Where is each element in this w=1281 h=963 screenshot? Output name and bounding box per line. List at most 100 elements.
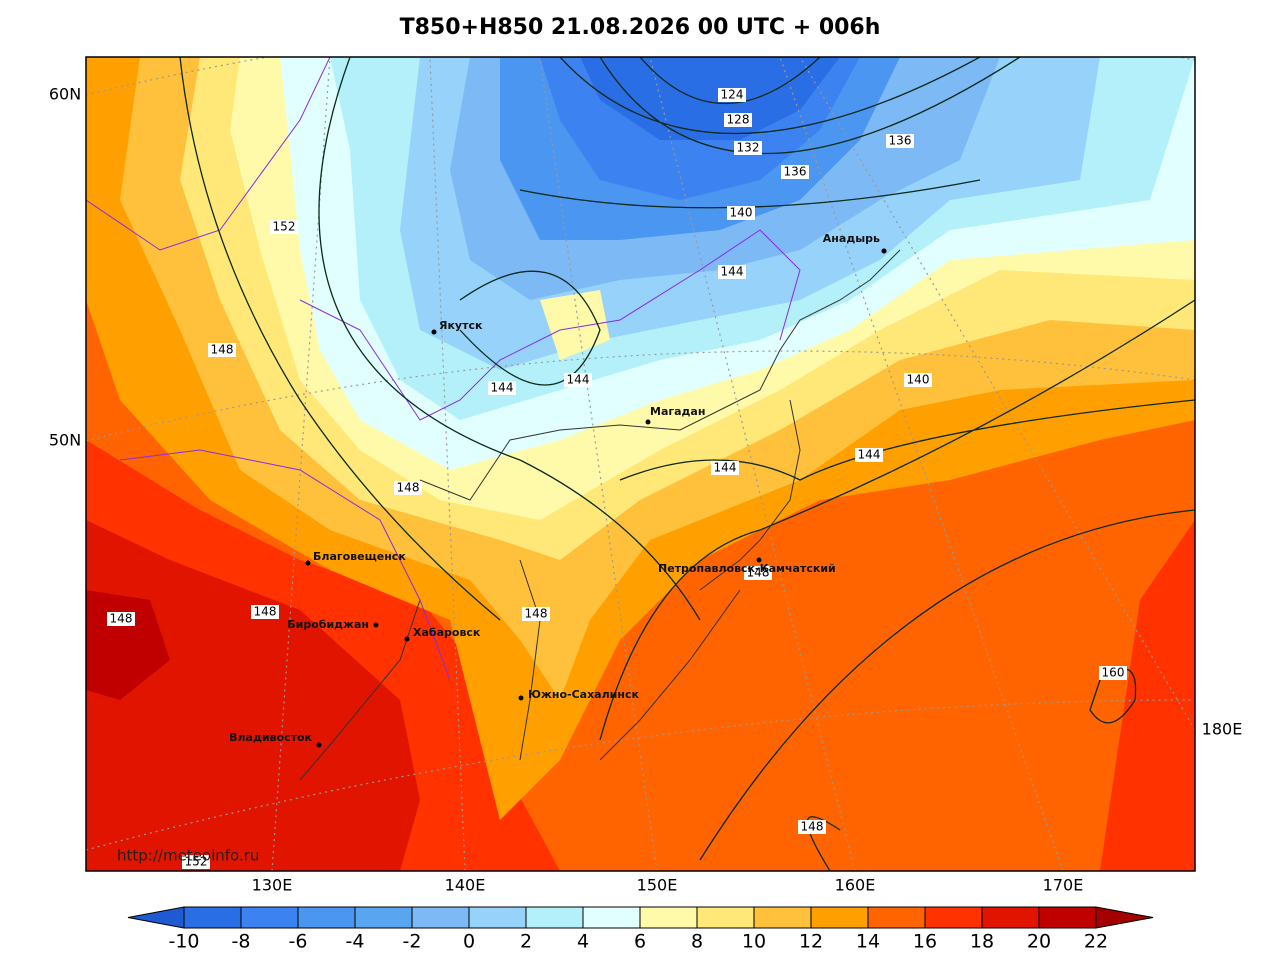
city-name: Благовещенск: [313, 550, 406, 563]
contour-label: 128: [727, 113, 750, 127]
city-name: Южно-Сахалинск: [528, 688, 639, 701]
lon-label: 170E: [1043, 876, 1084, 895]
contour-label-box: [744, 566, 772, 580]
city-name: Владивосток: [229, 731, 312, 744]
contour-label: 136: [889, 134, 912, 148]
city-dot: [431, 329, 437, 335]
colorbar-segment: [924, 906, 983, 929]
city-name: Петропавловск-Камчатский: [658, 562, 836, 575]
contour-label-box: [564, 373, 592, 387]
contour-label: 144: [714, 461, 737, 475]
contour-label: 124: [721, 88, 744, 102]
contour-label: 140: [907, 373, 930, 387]
colorbar-segment: [639, 906, 698, 929]
contour-label: 148: [110, 612, 133, 626]
contour-label-box: [718, 88, 746, 102]
contour-label-box: [522, 607, 550, 621]
contour-label-box: [488, 381, 516, 395]
contour-label: 144: [721, 265, 744, 279]
contour-label-box: [251, 605, 279, 619]
contour-label: 148: [397, 481, 420, 495]
colorbar-segment: [867, 906, 926, 929]
colorbar-segment: [753, 906, 812, 929]
colorbar-segment: [240, 906, 299, 929]
colorbar-segment: [810, 906, 869, 929]
contour-label: 152: [273, 220, 296, 234]
contour-label: 160: [1102, 666, 1125, 680]
lon-label: 150E: [637, 876, 678, 895]
contour-label-box: [208, 343, 236, 357]
colorbar-tick-label: 8: [691, 931, 703, 953]
city-name: Магадан: [650, 405, 705, 418]
colorbar-segment: [525, 906, 584, 929]
colorbar-segment: [411, 906, 470, 929]
colorbar-tick-label: 10: [742, 931, 766, 953]
contour-label-box: [781, 165, 809, 179]
colorbar-tick-label: 12: [799, 931, 823, 953]
contour-label-box: [711, 461, 739, 475]
colorbar-tick-label: 0: [463, 931, 475, 953]
lat-label: 50N: [49, 431, 81, 450]
map-frame: [85, 56, 1196, 872]
city-dot: [518, 695, 524, 701]
contour-label-box: [886, 134, 914, 148]
contour-label-box: [270, 220, 298, 234]
contour-label-box: [1099, 666, 1127, 680]
colorbar-tick-label: -8: [232, 931, 251, 953]
contour-label: 136: [784, 165, 807, 179]
contour-label: 148: [747, 566, 770, 580]
colorbar-segment: [981, 906, 1040, 929]
colorbar-segment: [354, 906, 413, 929]
contour-label-box: [182, 855, 210, 869]
colorbar-segment: [696, 906, 755, 929]
contour-label-box: [727, 206, 755, 220]
colorbar-triangle: [127, 906, 185, 929]
colorbar-tick-label: 6: [634, 931, 646, 953]
lon-label: 140E: [445, 876, 486, 895]
city-dot: [756, 557, 762, 563]
colorbar-tick-label: 14: [856, 931, 880, 953]
colorbar-segment: [582, 906, 641, 929]
city-dot: [373, 622, 379, 628]
contour-label: 152: [185, 855, 208, 869]
contour-label-box: [394, 481, 422, 495]
contour-label-box: [734, 141, 762, 155]
contour-label-box: [724, 113, 752, 127]
city-name: Анадырь: [823, 232, 880, 245]
contour-label: 148: [525, 607, 548, 621]
colorbar-tick-label: -10: [168, 931, 199, 953]
city-dot: [316, 742, 322, 748]
colorbar-tick-label: 22: [1084, 931, 1108, 953]
city-name: Хабаровск: [413, 626, 481, 639]
colorbar-tick-label: 2: [520, 931, 532, 953]
contour-label-box: [855, 448, 883, 462]
colorbar-segment: [183, 906, 242, 929]
contour-label-box: [904, 373, 932, 387]
city-dot: [881, 248, 887, 254]
contour-label: 148: [801, 820, 824, 834]
title: T850+H850 21.08.2026 00 UTC + 006h: [400, 15, 881, 40]
contour-label: 132: [737, 141, 760, 155]
contour-label-box: [798, 820, 826, 834]
lon-label: 130E: [252, 876, 293, 895]
contour-label-box: [107, 612, 135, 626]
colorbar-tick-label: -6: [289, 931, 308, 953]
city-dot: [404, 636, 410, 642]
contour-label: 144: [491, 381, 514, 395]
lon-label: 180E: [1202, 720, 1243, 739]
colorbar-tick-label: -2: [403, 931, 422, 953]
lat-label: 60N: [49, 85, 81, 104]
city-name: Биробиджан: [287, 618, 369, 631]
contour-label: 148: [254, 605, 277, 619]
colorbar-tick-label: -4: [346, 931, 365, 953]
city-dot: [645, 419, 651, 425]
colorbar-tick-label: 18: [970, 931, 994, 953]
colorbar-segment: [1038, 906, 1097, 929]
colorbar-segment: [297, 906, 356, 929]
colorbar-tick-label: 16: [913, 931, 937, 953]
contour-label: 144: [567, 373, 590, 387]
contour-label: 148: [211, 343, 234, 357]
lon-label: 160E: [835, 876, 876, 895]
colorbar-tick-label: 4: [577, 931, 589, 953]
